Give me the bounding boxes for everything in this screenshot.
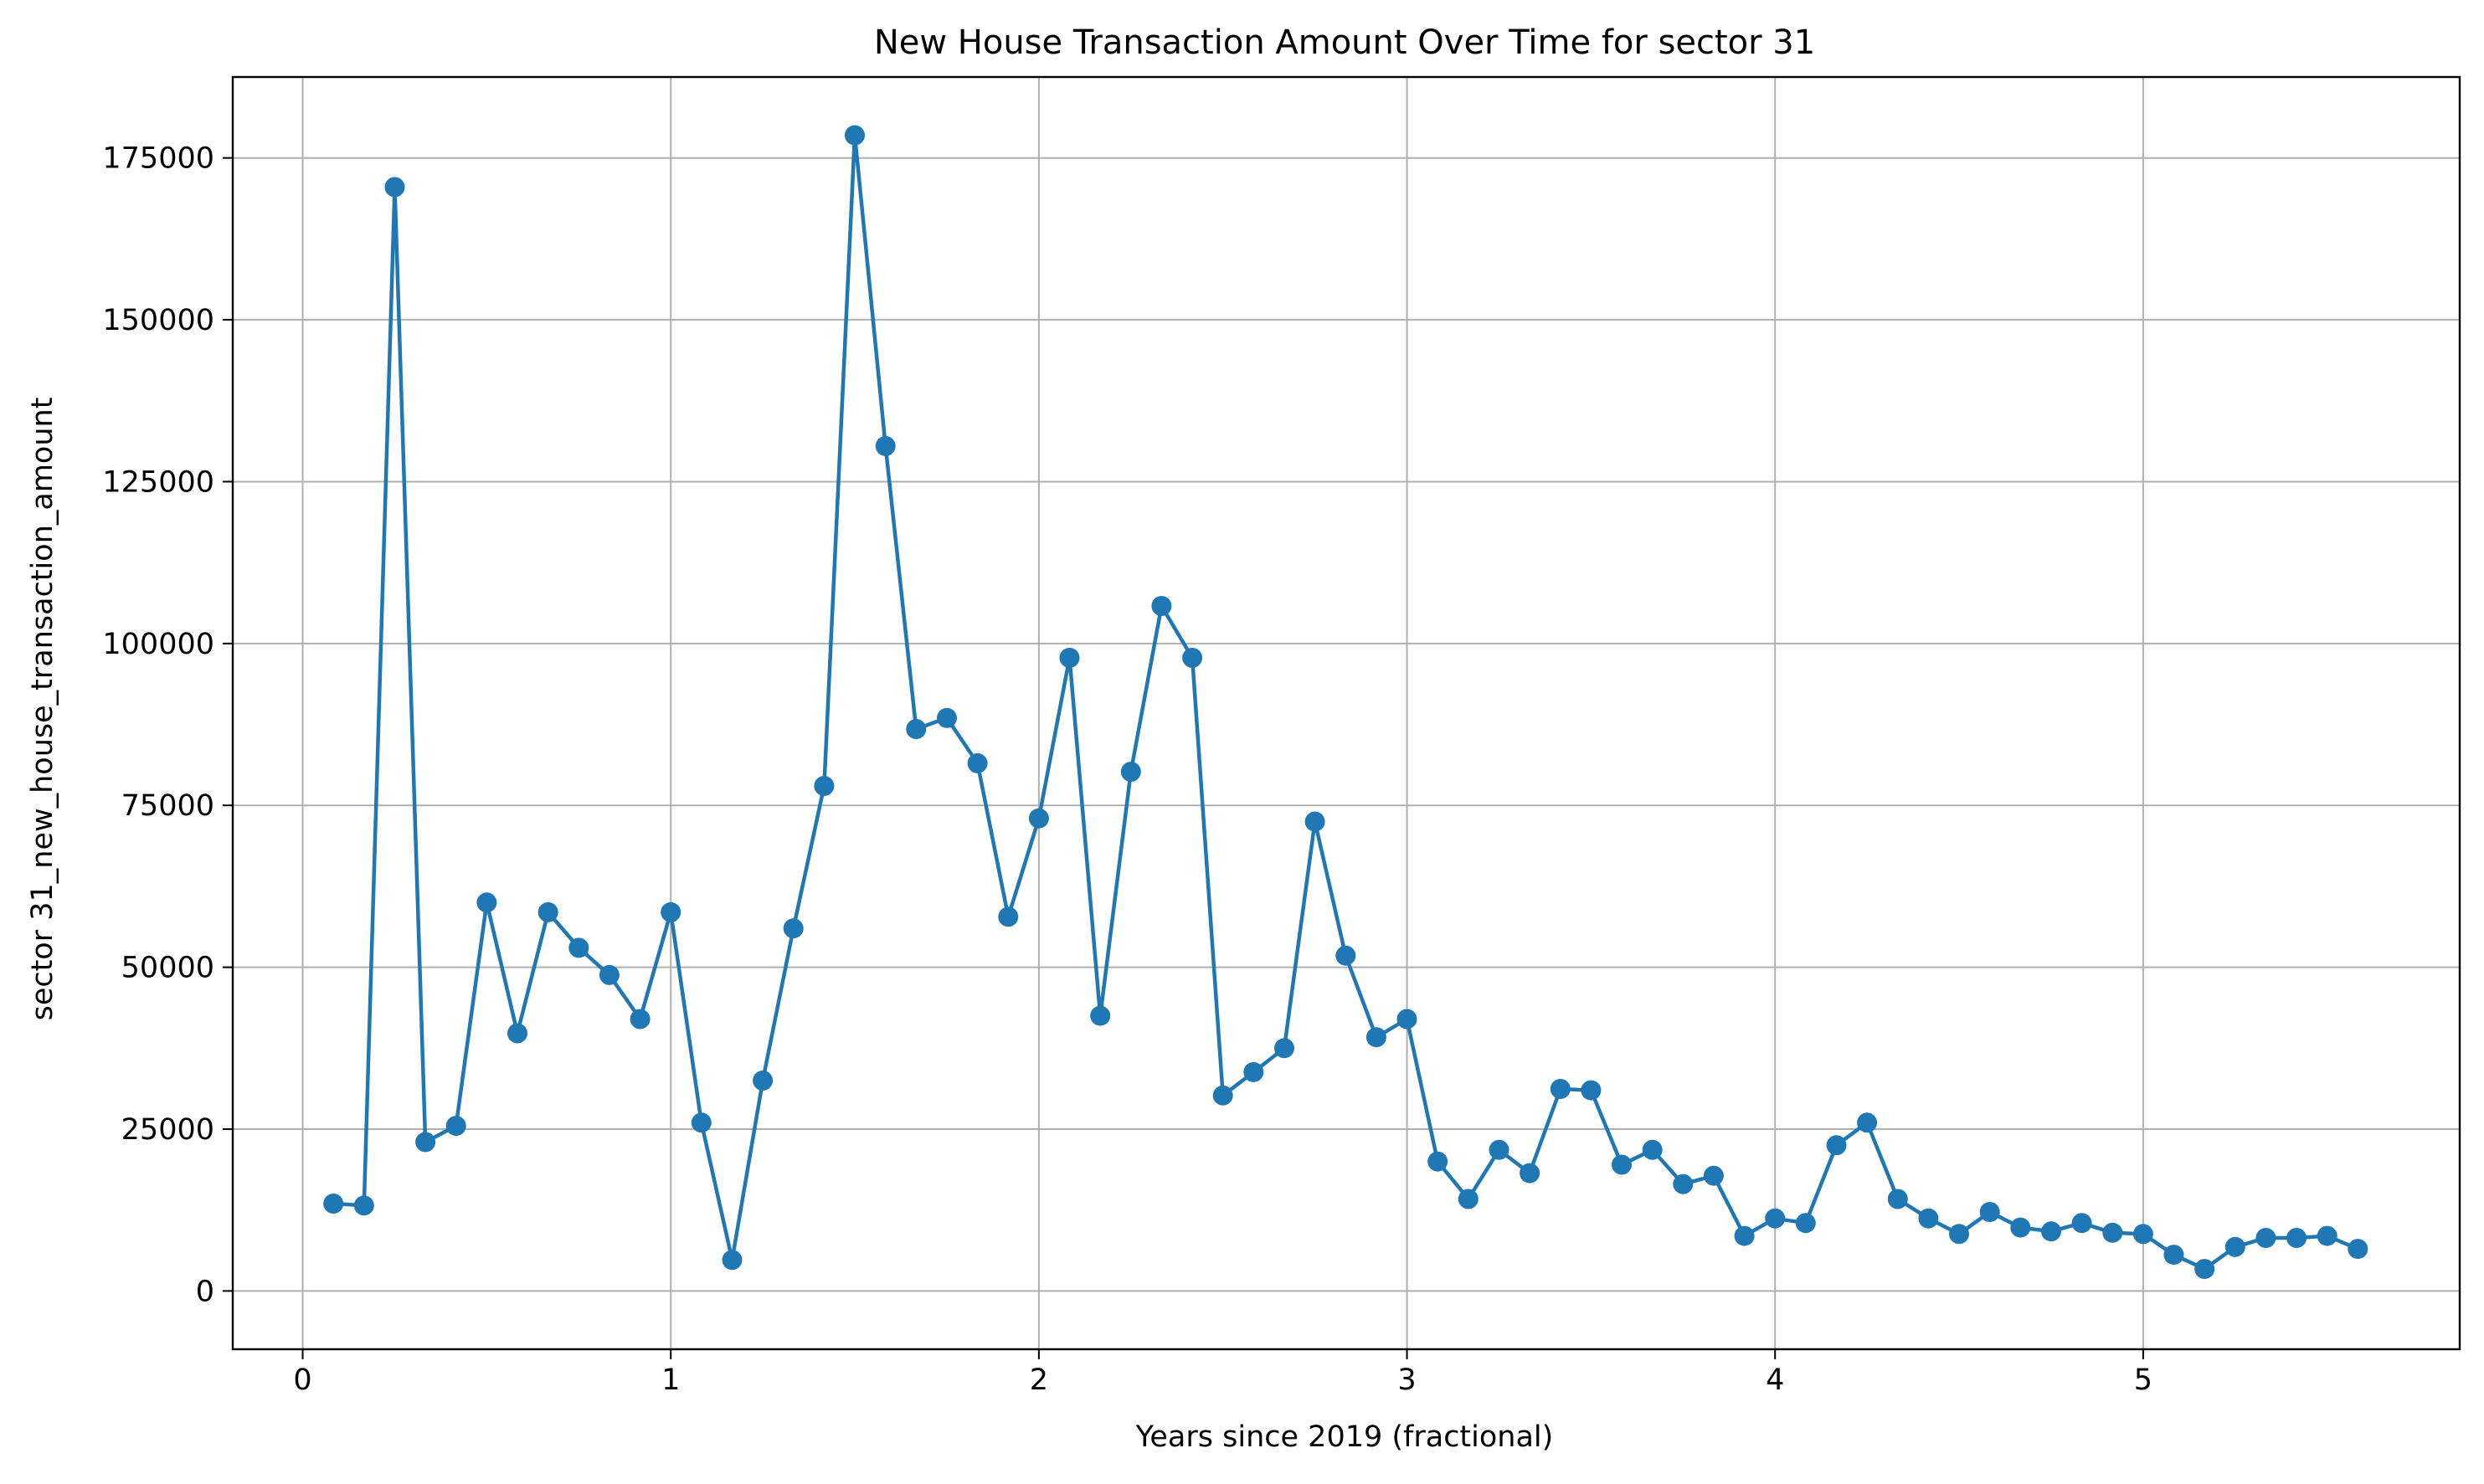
data-point (2348, 1239, 2368, 1260)
data-point (2163, 1245, 2184, 1266)
data-point (2255, 1228, 2276, 1248)
x-tick-label: 3 (1397, 1363, 1416, 1397)
data-point (2194, 1259, 2215, 1280)
data-point (2071, 1213, 2092, 1234)
data-point (1274, 1038, 1294, 1059)
data-point (1212, 1085, 1233, 1106)
data-point (2224, 1236, 2245, 1257)
x-tick-label: 2 (1030, 1363, 1048, 1397)
data-point (1182, 647, 1203, 668)
data-point (476, 892, 497, 913)
data-point (1734, 1225, 1755, 1246)
data-point (445, 1116, 466, 1137)
data-point (2132, 1224, 2153, 1245)
data-point (1673, 1173, 1694, 1194)
data-point (814, 776, 835, 796)
data-point (1887, 1189, 1908, 1209)
data-point (630, 1009, 651, 1030)
y-tick-label: 25000 (121, 1113, 214, 1147)
y-axis-label: sector 31_new_house_transaction_amount (26, 398, 59, 1021)
data-point (568, 937, 589, 958)
data-point (906, 719, 927, 739)
y-tick-label: 100000 (102, 628, 214, 661)
data-point (1028, 808, 1049, 829)
x-axis-ticks: 0 1 2 3 4 5 (293, 1349, 2152, 1397)
y-tick-label: 175000 (102, 142, 214, 176)
data-point (2286, 1228, 2307, 1248)
data-point (1365, 1027, 1386, 1048)
data-point (937, 707, 957, 728)
data-point (1949, 1224, 1969, 1245)
y-tick-label: 0 (196, 1275, 214, 1308)
data-point (783, 918, 804, 939)
x-tick-label: 1 (661, 1363, 680, 1397)
data-point (1489, 1139, 1509, 1160)
data-point (753, 1071, 774, 1091)
chart-title: New House Transaction Amount Over Time f… (874, 23, 1815, 62)
data-point (415, 1132, 436, 1153)
data-point (998, 906, 1019, 927)
data-point (845, 125, 865, 146)
data-point (722, 1250, 743, 1271)
data-point (599, 964, 620, 985)
data-points (323, 125, 2368, 1280)
data-point (2317, 1225, 2337, 1246)
data-point (1520, 1163, 1540, 1184)
data-point (2102, 1222, 2123, 1243)
data-point (2041, 1221, 2061, 1242)
data-point (1151, 596, 1172, 616)
data-point (384, 177, 405, 198)
data-point (1703, 1165, 1724, 1186)
data-point (1765, 1208, 1786, 1229)
data-point (1090, 1005, 1111, 1026)
y-tick-label: 150000 (102, 304, 214, 337)
y-tick-label: 50000 (121, 952, 214, 985)
plot-area-frame (231, 75, 2461, 1351)
data-point (1059, 647, 1080, 668)
data-point (1243, 1061, 1264, 1082)
data-point (1396, 1009, 1417, 1030)
data-point (1795, 1213, 1816, 1234)
data-point (1120, 762, 1141, 782)
y-tick-label: 75000 (121, 789, 214, 823)
data-point (537, 901, 558, 922)
data-point (2010, 1217, 2031, 1238)
grid-lines (233, 77, 2460, 1349)
data-point (1581, 1080, 1602, 1101)
data-point (1550, 1079, 1571, 1099)
data-point (1304, 811, 1325, 832)
data-point (1458, 1189, 1479, 1209)
x-tick-label: 0 (293, 1363, 311, 1397)
data-point (1642, 1139, 1663, 1160)
data-point (661, 901, 681, 922)
data-point (1979, 1202, 2000, 1222)
data-point (1918, 1208, 1939, 1229)
x-axis-label: Years since 2019 (fractional) (1135, 1420, 1554, 1454)
data-point (1612, 1154, 1632, 1175)
y-axis-ticks: 0 25000 50000 75000 100000 125000 150000 175000 (102, 142, 233, 1308)
data-point (323, 1194, 344, 1214)
data-point (1335, 945, 1356, 966)
x-tick-label: 4 (1766, 1363, 1784, 1397)
data-point (1427, 1151, 1448, 1172)
x-tick-label: 5 (2134, 1363, 2152, 1397)
data-point (1826, 1135, 1847, 1156)
data-point (1857, 1112, 1878, 1133)
data-point (507, 1023, 527, 1044)
data-point (353, 1195, 374, 1216)
data-point (875, 435, 896, 456)
data-point (967, 752, 988, 773)
y-tick-label: 125000 (102, 465, 214, 499)
data-point (691, 1112, 712, 1133)
